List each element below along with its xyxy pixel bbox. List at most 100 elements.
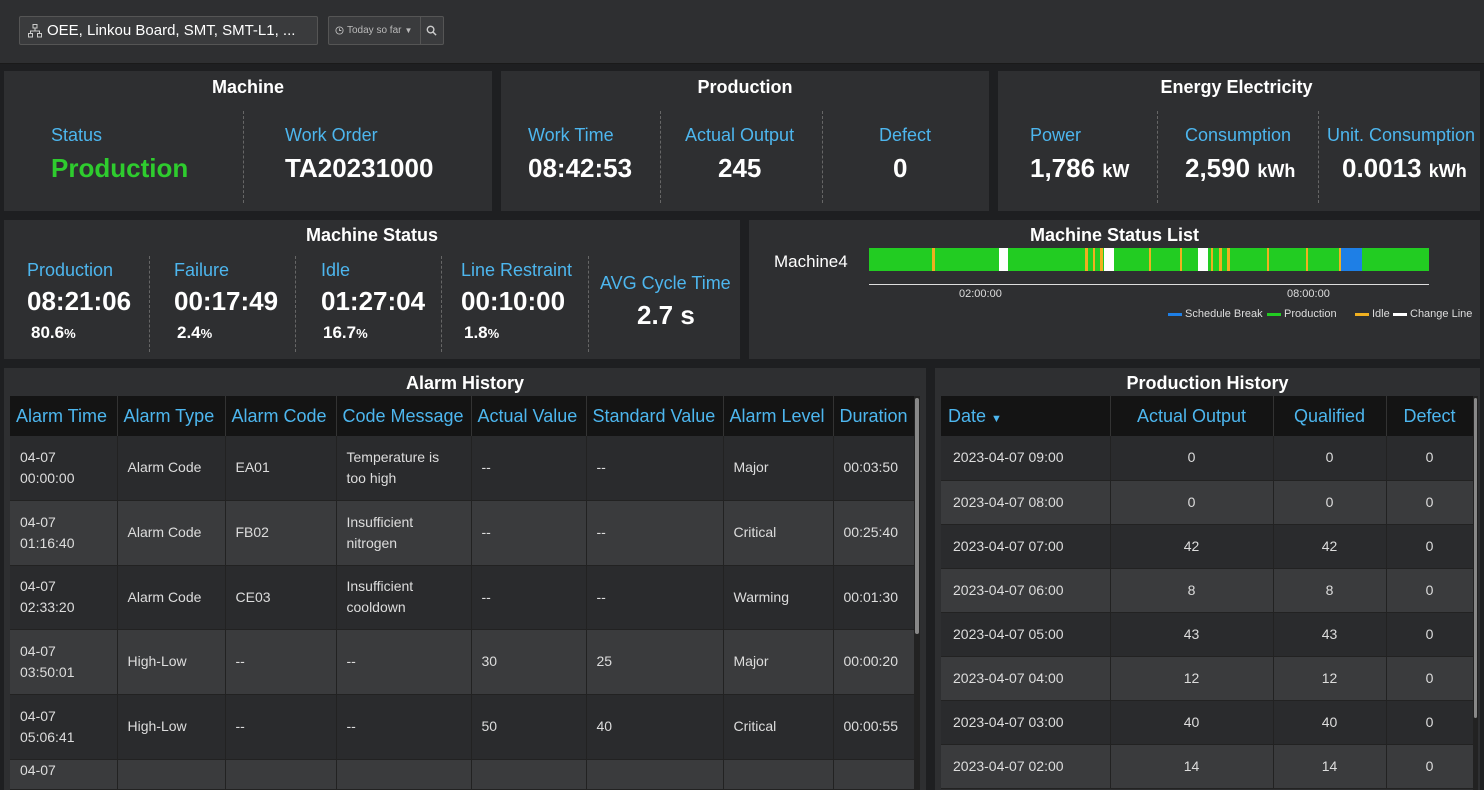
status-segment[interactable] [1104,248,1114,271]
failure-time: 00:17:49 [174,286,279,316]
divider [1318,111,1319,203]
alarm-level-cell: Major [723,629,834,695]
status-segment[interactable] [1305,248,1309,271]
alarm-time-cell: 04-07 05:06:41 [10,694,118,760]
table-row[interactable]: 04-07 [10,759,915,790]
alarm-level-cell: Critical [723,694,834,760]
date-cell: 2023-04-07 04:00 [941,656,1111,701]
panel-title: Alarm History [405,373,525,393]
axis-tick-label: 08:00:00 [1287,288,1330,300]
table-row[interactable]: 04-07 03:50:01 High-Low -- -- 30 25 Major 00:00:… [10,629,915,695]
qualified-cell: 12 [1273,656,1387,701]
defect-cell: 0 [1386,436,1474,481]
actual-value-cell: -- [471,565,587,630]
unit-consumption-unit: kWh [1428,161,1467,181]
production-panel: Production Work Time 08:42:53 Actual Out… [501,71,989,211]
hierarchy-icon [28,23,42,37]
consumption-number: 2,590 [1185,153,1251,183]
sort-desc-icon[interactable]: ▼ [991,412,1002,425]
avg-cycle-value: 2.7 s [637,300,695,330]
status-segment[interactable] [1266,248,1269,271]
actual-value-cell: -- [471,436,587,501]
defect-value: 0 [893,153,908,183]
production-time: 08:21:06 [27,286,132,316]
column-header-actual-output[interactable]: Actual Output [1110,396,1274,436]
duration-cell: 00:01:30 [833,565,915,630]
date-cell: 2023-04-07 03:00 [941,700,1111,745]
column-header-defect[interactable]: Defect [1386,396,1474,436]
alarm-time-cell: 04-07 01:16:40 [10,500,118,566]
status-segment[interactable] [932,248,935,271]
power-unit: kW [1102,161,1130,181]
legend-swatch [1393,312,1407,316]
table-row[interactable]: 2023-04-07 06:00 8 8 0 [941,568,1474,613]
column-header-duration[interactable]: Duration [833,396,915,436]
standard-value-cell: -- [586,500,724,566]
table-row[interactable]: 2023-04-07 02:00 14 14 0 [941,744,1474,789]
machine-status-panel: Machine Status Production 08:21:06 80.6%… [4,220,740,359]
status-segment[interactable] [1093,248,1096,271]
column-header-alarm-code[interactable]: Alarm Code [225,396,337,436]
qualified-cell: 0 [1273,480,1387,525]
consumption-label: Consumption [1185,125,1292,145]
status-segment[interactable] [998,248,1008,271]
time-range-dropdown[interactable]: Today so far ▼ [328,16,444,45]
date-cell: 2023-04-07 08:00 [941,480,1111,525]
alarm-level-cell [723,759,834,790]
alarm-time-cell: 04-07 00:00:00 [10,436,118,501]
status-segment[interactable] [1179,248,1182,271]
actual-output-cell: 43 [1110,612,1274,657]
qualified-cell: 43 [1273,612,1387,657]
column-header-alarm-type[interactable]: Alarm Type [117,396,226,436]
legend-item-schedule-break[interactable]: Schedule Break [1168,308,1263,320]
legend-item-idle[interactable]: Idle [1355,308,1390,320]
legend-item-change-line[interactable]: Change Line [1393,308,1472,320]
divider [420,17,422,44]
status-segment[interactable] [1085,248,1088,271]
status-segment[interactable] [1227,248,1230,271]
table-row[interactable]: 2023-04-07 04:00 12 12 0 [941,656,1474,701]
divider [660,111,661,203]
machine-status-list-panel: Machine Status List Machine4 02:00:00 08… [749,220,1480,359]
status-segment[interactable] [1340,248,1363,271]
consumption-unit: kWh [1257,161,1296,181]
column-header-date[interactable]: Date ▼ [941,396,1111,436]
code-message-cell: Insufficient cooldown [336,565,472,630]
unit-consumption-label: Unit. Consumption [1327,125,1476,145]
status-segment[interactable] [1210,248,1214,271]
status-segment[interactable] [1100,248,1104,271]
table-row[interactable]: 04-07 01:16:40 Alarm Code FB02 Insufficient n… [10,500,915,566]
table-row[interactable]: 04-07 05:06:41 High-Low -- -- 50 40 Critical 00:… [10,694,915,760]
table-row[interactable]: 2023-04-07 05:00 43 43 0 [941,612,1474,657]
alarm-code-cell: -- [225,629,337,695]
search-icon[interactable] [426,25,438,36]
status-segment[interactable] [1197,248,1208,271]
column-header-code-message[interactable]: Code Message [336,396,472,436]
alarm-type-cell: Alarm Code [117,500,226,566]
hierarchy-filter-dropdown[interactable]: OEE, Linkou Board, SMT, SMT-L1, ... [19,16,318,45]
legend-item-production[interactable]: Production [1267,308,1337,320]
column-header-alarm-time[interactable]: Alarm Time [10,396,118,436]
status-segment[interactable] [1339,248,1342,271]
table-row[interactable]: 2023-04-07 07:00 42 42 0 [941,524,1474,569]
alarm-type-cell: High-Low [117,694,226,760]
divider [243,111,244,203]
column-header-standard-value[interactable]: Standard Value [586,396,724,436]
date-cell: 2023-04-07 05:00 [941,612,1111,657]
table-row[interactable]: 04-07 02:33:20 Alarm Code CE03 Insufficient c… [10,565,915,630]
table-row[interactable]: 2023-04-07 03:00 40 40 0 [941,700,1474,745]
status-segment[interactable] [1219,248,1222,271]
column-header-qualified[interactable]: Qualified [1273,396,1387,436]
code-message-cell: Insufficient nitrogen [336,500,472,566]
column-header-actual-value[interactable]: Actual Value [471,396,587,436]
table-row[interactable]: 2023-04-07 08:00 0 0 0 [941,480,1474,525]
scrollbar-thumb[interactable] [1474,398,1477,718]
status-timeline-bar[interactable] [869,248,1429,271]
table-row[interactable]: 04-07 00:00:00 Alarm Code EA01 Temperature i… [10,436,915,501]
column-header-alarm-level[interactable]: Alarm Level [723,396,834,436]
table-row[interactable]: 2023-04-07 09:00 0 0 0 [941,436,1474,481]
status-segment[interactable] [1149,248,1151,271]
duration-cell: 00:00:20 [833,629,915,695]
scrollbar-thumb[interactable] [915,398,919,634]
production-label: Production [27,260,114,280]
